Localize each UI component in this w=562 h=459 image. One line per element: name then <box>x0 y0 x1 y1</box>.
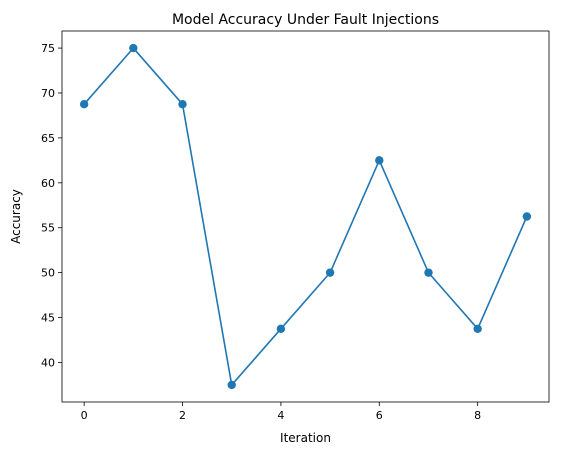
data-point <box>276 324 286 333</box>
y-tick-label: 45 <box>41 312 55 325</box>
data-point <box>424 268 433 277</box>
y-tick-label: 55 <box>41 222 55 235</box>
y-tick-label: 75 <box>41 42 55 55</box>
x-tick-label: 0 <box>81 409 88 422</box>
chart-title: Model Accuracy Under Fault Injections <box>172 12 439 28</box>
y-tick-label: 40 <box>41 356 55 369</box>
x-axis-label: Iteration <box>280 431 331 445</box>
plot-area: 0 2 4 6 8 40 45 50 55 60 65 70 75 <box>41 30 550 422</box>
x-tick-label: 4 <box>277 409 284 422</box>
x-tick-label: 6 <box>376 409 383 422</box>
series-line <box>83 47 528 386</box>
y-axis-label: Accuracy <box>9 189 23 244</box>
data-point <box>227 380 236 390</box>
x-tick-label: 2 <box>179 409 186 422</box>
y-tick-label: 65 <box>41 132 55 145</box>
data-point <box>522 212 532 221</box>
data-point <box>178 100 187 109</box>
y-tick-label: 60 <box>41 177 55 190</box>
y-tick-label: 50 <box>41 267 55 280</box>
data-point <box>129 43 138 53</box>
y-tick-label: 70 <box>41 87 55 100</box>
data-point <box>325 268 335 277</box>
data-point <box>473 324 482 333</box>
data-point <box>79 100 89 109</box>
x-tick-label: 8 <box>474 409 481 422</box>
axes-frame <box>61 30 550 403</box>
data-point <box>375 156 384 165</box>
